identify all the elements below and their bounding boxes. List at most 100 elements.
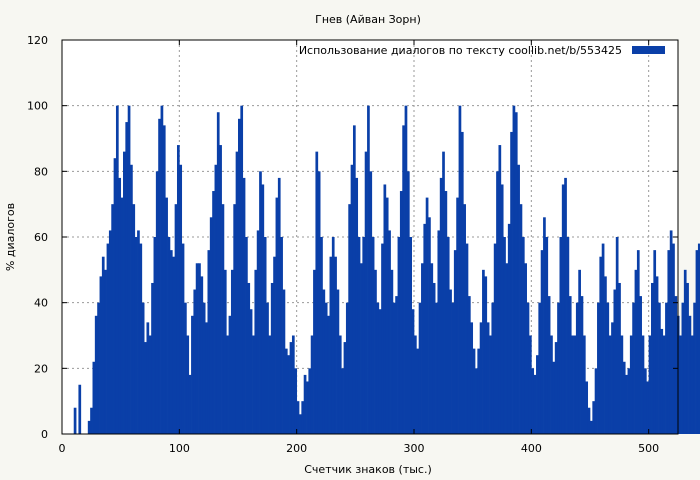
bar-0-56 [205, 322, 208, 434]
data-bars [73, 105, 700, 435]
bar-0-50 [191, 315, 194, 434]
bar-0-265 [695, 250, 699, 434]
bar-0-185 [507, 223, 511, 434]
bar-0-140 [402, 125, 405, 435]
bar-0-92 [289, 342, 293, 434]
bar-0-150 [425, 197, 429, 434]
bar-0-250 [660, 328, 664, 434]
y-axis-label: % диалогов [4, 203, 17, 271]
bar-0-133 [385, 197, 389, 434]
bar-0-170 [472, 348, 476, 434]
bar-0-192 [524, 263, 527, 434]
y-tick-label-1: 20 [34, 362, 48, 375]
bar-0-242 [641, 335, 645, 434]
bar-0-200 [543, 217, 546, 434]
bar-0-20 [120, 197, 124, 434]
bar-0-247 [653, 250, 657, 434]
bar-0-205 [554, 342, 558, 434]
bar-0-203 [550, 335, 553, 434]
bar-0-233 [620, 335, 624, 434]
bar-0-220 [590, 420, 593, 434]
bar-0-106 [322, 289, 326, 434]
bar-0-141 [404, 105, 408, 435]
bar-0-49 [188, 374, 192, 434]
bar-0-147 [418, 302, 422, 434]
bar-0-228 [608, 335, 612, 434]
bar-0-21 [123, 151, 126, 434]
bar-0-128 [374, 269, 377, 434]
bar-0-119 [352, 125, 356, 435]
bar-0-47 [184, 302, 187, 434]
bar-0-164 [458, 105, 462, 435]
x-axis-label: Счетчик знаков (тыс.) [304, 463, 432, 476]
bar-0-67 [230, 269, 234, 434]
legend-swatch [632, 46, 665, 54]
bar-0-193 [526, 302, 530, 434]
bar-0-13 [104, 269, 107, 434]
bar-0-78 [256, 230, 260, 434]
bar-0-87 [277, 177, 281, 434]
bar-0-139 [399, 191, 403, 434]
bar-0-208 [561, 184, 565, 434]
bar-0-36 [158, 118, 161, 435]
bar-0-48 [186, 335, 190, 434]
bar-0-135 [390, 269, 394, 434]
bar-0-76 [252, 335, 255, 434]
bar-0-144 [411, 309, 415, 434]
bar-0-190 [519, 204, 523, 434]
bar-0-28 [139, 243, 143, 434]
bar-0-23 [127, 105, 131, 435]
bar-0-42 [172, 256, 175, 434]
bar-0-54 [200, 276, 204, 434]
bar-0-9 [94, 315, 98, 434]
bar-0-176 [486, 322, 490, 434]
bar-0-27 [137, 230, 140, 434]
bar-0-149 [423, 223, 427, 434]
bar-0-236 [627, 368, 631, 434]
bar-0-61 [216, 112, 220, 434]
bar-0-134 [388, 230, 391, 434]
bar-0-252 [665, 302, 668, 434]
bar-0-182 [500, 184, 504, 434]
bar-0-79 [259, 171, 262, 434]
bar-0-138 [397, 237, 401, 434]
bar-0-168 [467, 296, 471, 434]
bar-0-2 [78, 384, 82, 434]
y-tick-label-4: 80 [34, 165, 48, 178]
bar-0-94 [294, 368, 298, 434]
bar-0-227 [606, 302, 610, 434]
bar-0-263 [690, 335, 694, 434]
bar-0-114 [341, 368, 344, 434]
bar-0-15 [108, 230, 112, 434]
bar-0-258 [679, 335, 682, 434]
bar-0-171 [475, 368, 478, 434]
bar-0-207 [559, 237, 563, 434]
bar-0-174 [482, 269, 485, 434]
bar-0-151 [428, 217, 431, 434]
bar-0-155 [437, 230, 441, 434]
bar-0-6 [87, 420, 91, 434]
bar-0-224 [599, 256, 603, 434]
bar-0-229 [611, 322, 614, 434]
bar-0-217 [582, 335, 586, 434]
y-tick-label-2: 40 [34, 297, 48, 310]
bar-0-189 [517, 164, 520, 434]
bar-0-222 [594, 368, 598, 434]
bar-0-225 [601, 243, 605, 434]
bar-0-219 [587, 407, 591, 434]
bar-0-264 [693, 302, 696, 434]
bar-0-40 [167, 237, 171, 434]
bar-0-146 [416, 348, 420, 434]
bar-0-12 [101, 256, 105, 434]
bar-0-8 [92, 361, 96, 434]
bar-0-90 [284, 348, 288, 434]
bar-0-238 [632, 302, 635, 434]
bar-0-82 [266, 302, 269, 434]
bar-0-44 [176, 145, 180, 434]
bar-0-179 [493, 243, 497, 434]
bar-0-145 [414, 335, 417, 434]
bar-0-160 [449, 289, 452, 434]
bar-0-253 [667, 250, 671, 434]
bar-0-81 [263, 237, 267, 434]
